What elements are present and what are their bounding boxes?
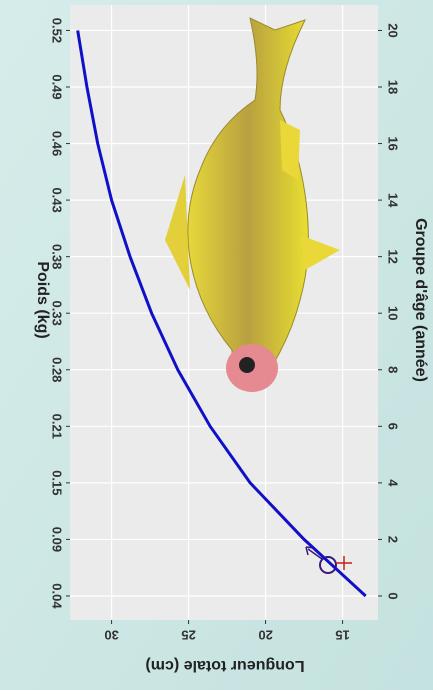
- y2-tick-label: 4: [386, 479, 401, 487]
- y-tick-label: 0.49: [50, 74, 65, 99]
- y2-axis-title: Groupe d'âge (année): [412, 218, 429, 382]
- x-tick-label: 25: [181, 628, 195, 643]
- y-axis-title: Poids (kg): [34, 261, 51, 338]
- y2-tick-label: 2: [386, 536, 401, 543]
- y-tick-label: 0.46: [50, 131, 65, 156]
- y2-tick-label: 20: [386, 23, 401, 37]
- x-tick-label: 30: [104, 628, 118, 643]
- y2-tick-label: 14: [386, 193, 401, 208]
- y2-tick-label: 12: [386, 249, 401, 263]
- y-tick-label: 0.33: [50, 301, 65, 326]
- y2-tick-label: 0: [386, 592, 401, 599]
- y-tick-label: 0.43: [50, 187, 65, 212]
- line: [76, 30, 367, 598]
- y-tick-label: 0.21: [50, 414, 65, 439]
- x-axis-title: Longueur totale (cm): [145, 657, 304, 674]
- y-tick-label: 0.52: [50, 18, 65, 43]
- y2-tick-label: 18: [386, 80, 401, 94]
- y2-tick-label: 8: [386, 366, 401, 373]
- fish-illustration: [165, 17, 340, 392]
- y2-tick-label: 6: [386, 423, 401, 430]
- y-tick-label: 0.28: [50, 357, 65, 382]
- y-tick-label: 0.38: [50, 244, 65, 269]
- y2-tick-label: 10: [386, 306, 401, 320]
- marks: [76, 30, 367, 598]
- y-tick-label: 0.04: [50, 583, 65, 609]
- y-tick-label: 0.15: [50, 470, 65, 495]
- y-tick-label: 0.09: [50, 527, 65, 552]
- x-tick-label: 20: [258, 628, 272, 643]
- y2-tick-label: 16: [386, 136, 401, 150]
- x-tick-label: 15: [335, 628, 349, 643]
